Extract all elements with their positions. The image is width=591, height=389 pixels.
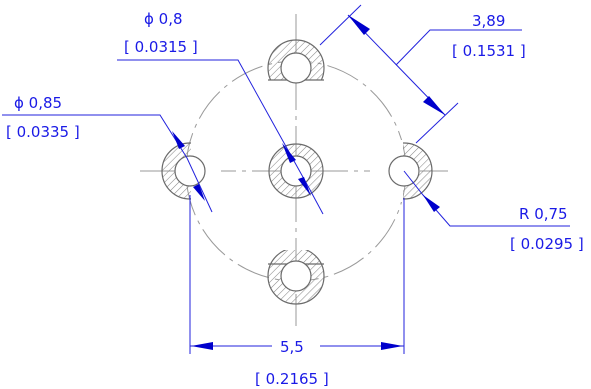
arrowhead bbox=[423, 96, 445, 115]
arrowhead bbox=[423, 195, 440, 212]
dimension-dia-085: ϕ 0,85 [ 0.0335 ] bbox=[2, 94, 213, 213]
dimension-rad-075: R 0,75 [ 0.0295 ] bbox=[403, 170, 584, 253]
dimension-dist-389: 3,89 [ 0.1531 ] bbox=[319, 4, 526, 144]
dim-rad-075-inch: [ 0.0295 ] bbox=[510, 235, 584, 253]
hole-bottom bbox=[267, 250, 325, 305]
arrowhead bbox=[282, 143, 296, 163]
arrowhead bbox=[381, 342, 403, 350]
dim-width-55-inch: [ 0.2165 ] bbox=[255, 370, 329, 388]
dim-dia-08-inch: [ 0.0315 ] bbox=[124, 38, 198, 56]
arrowhead bbox=[298, 177, 311, 196]
arrowhead bbox=[172, 131, 185, 149]
dim-rad-075-value: R 0,75 bbox=[519, 205, 568, 223]
dim-dia-085-inch: [ 0.0335 ] bbox=[6, 123, 80, 141]
arrowhead bbox=[191, 342, 213, 350]
hole-center bbox=[268, 143, 324, 199]
dimension-dia-08: ϕ 0,8 [ 0.0315 ] bbox=[117, 10, 324, 215]
dim-dia-08-value: ϕ 0,8 bbox=[144, 10, 183, 28]
hole-top bbox=[267, 39, 325, 84]
dim-dist-389-inch: [ 0.1531 ] bbox=[452, 42, 526, 60]
arrowhead bbox=[348, 15, 370, 35]
dim-width-55-value: 5,5 bbox=[280, 338, 304, 356]
dim-dia-085-value: ϕ 0,85 bbox=[14, 94, 62, 112]
hole-left bbox=[161, 140, 221, 202]
arrowhead bbox=[193, 184, 205, 201]
dimension-width-55: 5,5 [ 0.2165 ] bbox=[189, 195, 405, 388]
hole-right bbox=[370, 140, 433, 202]
dim-dist-389-value: 3,89 bbox=[472, 12, 505, 30]
